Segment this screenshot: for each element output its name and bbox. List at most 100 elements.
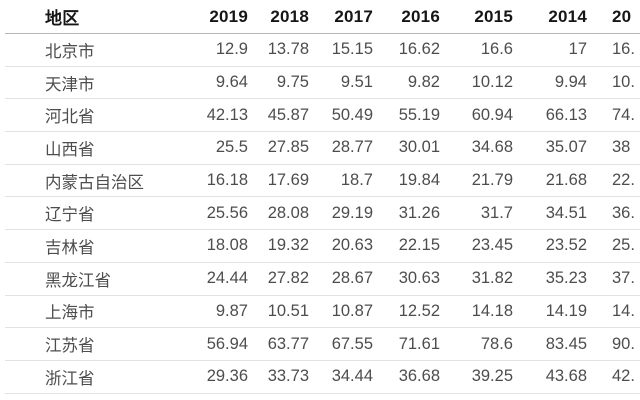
value-cell: 50.49 xyxy=(309,98,373,133)
region-cell: 上海市 xyxy=(5,295,186,329)
column-header-2014: 2014 xyxy=(513,0,587,34)
region-cell: 江苏省 xyxy=(5,327,186,361)
value-cell: 60.94 xyxy=(440,98,513,133)
region-cell: 吉林省 xyxy=(5,229,186,263)
value-cell: 29.36 xyxy=(186,360,248,394)
region-cell: 北京市 xyxy=(5,33,186,67)
table-row: 辽宁省 25.56 28.08 29.19 31.26 31.7 34.51 36. xyxy=(5,196,640,231)
value-cell: 18.7 xyxy=(309,164,373,198)
region-cell: 浙江省 xyxy=(5,360,186,394)
table-row: 北京市 12.9 13.78 15.15 16.62 16.6 17 16. xyxy=(5,33,640,67)
table-row: 浙江省 29.36 33.73 34.44 36.68 39.25 43.68 42. xyxy=(5,360,640,394)
value-cell: 39.25 xyxy=(440,360,513,394)
value-cell: 33.73 xyxy=(248,360,309,394)
value-cell: 15.15 xyxy=(309,33,373,67)
value-cell: 21.79 xyxy=(440,164,513,198)
value-cell: 10.51 xyxy=(248,295,309,329)
table-body: 北京市 12.9 13.78 15.15 16.62 16.6 17 16. 天津市 9.64 9.… xyxy=(5,33,640,394)
value-cell: 31.26 xyxy=(373,196,440,231)
value-cell: 28.67 xyxy=(309,262,373,296)
value-cell: 9.82 xyxy=(373,66,440,100)
value-cell: 22.15 xyxy=(373,229,440,263)
value-cell: 14.19 xyxy=(513,295,587,329)
value-cell: 36. xyxy=(587,196,640,231)
region-year-table: 地区 2019 2018 2017 2016 2015 2014 20 北京市 1… xyxy=(5,0,640,394)
value-cell: 55.19 xyxy=(373,98,440,133)
value-cell: 90. xyxy=(587,327,640,361)
table-row: 内蒙古自治区 16.18 17.69 18.7 19.84 21.79 21.68 22. xyxy=(5,164,640,198)
value-cell: 20.63 xyxy=(309,229,373,263)
value-cell: 35.23 xyxy=(513,262,587,296)
value-cell: 9.75 xyxy=(248,66,309,100)
value-cell: 78.6 xyxy=(440,327,513,361)
value-cell: 25. xyxy=(587,229,640,263)
value-cell: 23.52 xyxy=(513,229,587,263)
value-cell: 25.56 xyxy=(186,196,248,231)
table-row: 江苏省 56.94 63.77 67.55 71.61 78.6 83.45 90. xyxy=(5,327,640,361)
value-cell: 19.32 xyxy=(248,229,309,263)
value-cell: 30.63 xyxy=(373,262,440,296)
value-cell: 63.77 xyxy=(248,327,309,361)
value-cell: 10. xyxy=(587,66,640,100)
value-cell: 74. xyxy=(587,98,640,133)
value-cell: 25.5 xyxy=(186,131,248,165)
value-cell: 17.69 xyxy=(248,164,309,198)
value-cell: 12.9 xyxy=(186,33,248,67)
table-row: 河北省 42.13 45.87 50.49 55.19 60.94 66.13 74. xyxy=(5,98,640,133)
table-row: 上海市 9.87 10.51 10.87 12.52 14.18 14.19 14. xyxy=(5,295,640,329)
value-cell: 22. xyxy=(587,164,640,198)
region-data-table-container: 地区 2019 2018 2017 2016 2015 2014 20 北京市 1… xyxy=(5,0,640,394)
column-header-2017: 2017 xyxy=(309,0,373,34)
value-cell: 12.52 xyxy=(373,295,440,329)
value-cell: 34.51 xyxy=(513,196,587,231)
value-cell: 34.44 xyxy=(309,360,373,394)
value-cell: 31.7 xyxy=(440,196,513,231)
value-cell: 56.94 xyxy=(186,327,248,361)
value-cell: 66.13 xyxy=(513,98,587,133)
table-row: 山西省 25.5 27.85 28.77 30.01 34.68 35.07 38 xyxy=(5,131,640,165)
column-header-region: 地区 xyxy=(5,0,186,34)
value-cell: 45.87 xyxy=(248,98,309,133)
value-cell: 9.94 xyxy=(513,66,587,100)
value-cell: 27.82 xyxy=(248,262,309,296)
table-row: 黑龙江省 24.44 27.82 28.67 30.63 31.82 35.23 37. xyxy=(5,262,640,296)
value-cell: 13.78 xyxy=(248,33,309,67)
value-cell: 42. xyxy=(587,360,640,394)
region-cell: 天津市 xyxy=(5,66,186,100)
region-cell: 黑龙江省 xyxy=(5,262,186,296)
value-cell: 30.01 xyxy=(373,131,440,165)
value-cell: 23.45 xyxy=(440,229,513,263)
value-cell: 16.62 xyxy=(373,33,440,67)
column-header-2019: 2019 xyxy=(186,0,248,34)
table-row: 吉林省 18.08 19.32 20.63 22.15 23.45 23.52 25. xyxy=(5,229,640,263)
region-cell: 内蒙古自治区 xyxy=(5,164,186,198)
value-cell: 16.6 xyxy=(440,33,513,67)
value-cell: 9.87 xyxy=(186,295,248,329)
header-row: 地区 2019 2018 2017 2016 2015 2014 20 xyxy=(5,0,640,34)
value-cell: 18.08 xyxy=(186,229,248,263)
value-cell: 14. xyxy=(587,295,640,329)
value-cell: 29.19 xyxy=(309,196,373,231)
value-cell: 36.68 xyxy=(373,360,440,394)
column-header-clipped: 20 xyxy=(587,0,640,34)
region-cell: 辽宁省 xyxy=(5,196,186,231)
value-cell: 28.08 xyxy=(248,196,309,231)
value-cell: 83.45 xyxy=(513,327,587,361)
value-cell: 16.18 xyxy=(186,164,248,198)
value-cell: 27.85 xyxy=(248,131,309,165)
value-cell: 34.68 xyxy=(440,131,513,165)
column-header-2016: 2016 xyxy=(373,0,440,34)
value-cell: 21.68 xyxy=(513,164,587,198)
value-cell: 42.13 xyxy=(186,98,248,133)
column-header-2015: 2015 xyxy=(440,0,513,34)
value-cell: 17 xyxy=(513,33,587,67)
value-cell: 38 xyxy=(587,131,640,165)
value-cell: 28.77 xyxy=(309,131,373,165)
value-cell: 43.68 xyxy=(513,360,587,394)
table-row: 天津市 9.64 9.75 9.51 9.82 10.12 9.94 10. xyxy=(5,66,640,100)
region-cell: 山西省 xyxy=(5,131,186,165)
value-cell: 24.44 xyxy=(186,262,248,296)
value-cell: 19.84 xyxy=(373,164,440,198)
value-cell: 9.64 xyxy=(186,66,248,100)
value-cell: 37. xyxy=(587,262,640,296)
